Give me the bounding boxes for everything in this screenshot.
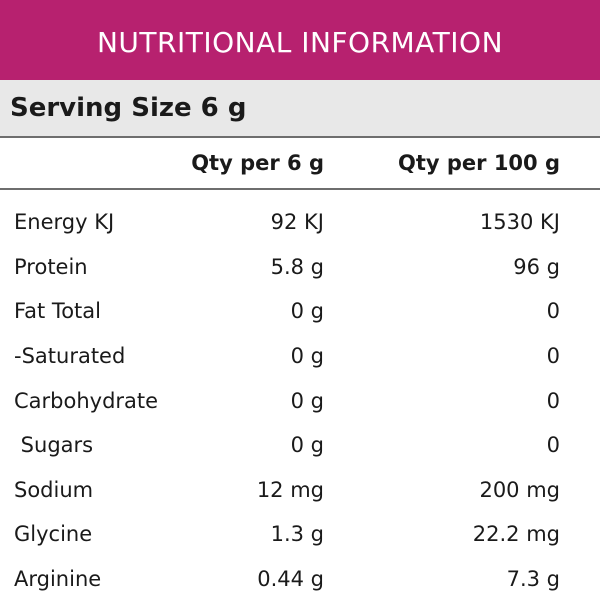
nutrient-name: -Saturated [14, 344, 126, 369]
table-row: -Saturated 0 g 0 [0, 334, 600, 379]
table-row: Arginine 0.44 g 7.3 g [0, 557, 600, 600]
per-serving-value: 5.8 g [270, 254, 324, 279]
per-100g-value: 0 [546, 344, 560, 369]
nutrient-name: Energy KJ [14, 210, 115, 235]
nutrient-name: Arginine [14, 567, 102, 592]
per-serving-value: 12 mg [256, 477, 324, 502]
column-header-per-100g: Qty per 100 g [397, 151, 560, 175]
nutrient-name: Protein [14, 254, 88, 279]
per-100g-value: 200 mg [479, 477, 560, 502]
per-serving-value: 92 KJ [270, 210, 324, 235]
per-100g-value: 0 [546, 388, 560, 413]
page-title: NUTRITIONAL INFORMATION [96, 25, 504, 59]
nutrient-table: Energy KJ 92 KJ 1530 KJ Protein 5.8 g 96… [0, 190, 600, 600]
per-100g-value: 7.3 g [506, 567, 560, 592]
per-100g-value: 1530 KJ [479, 210, 560, 235]
column-header-per-serving: Qty per 6 g [191, 151, 324, 175]
per-serving-value: 1.3 g [270, 522, 324, 547]
serving-size-bar: Serving Size 6 g [0, 80, 600, 138]
per-serving-value: 0.44 g [257, 567, 324, 592]
table-row: Fat Total 0 g 0 [0, 289, 600, 334]
per-serving-value: 0 g [290, 433, 324, 458]
table-row: Carbohydrate 0 g 0 [0, 378, 600, 423]
nutrient-name: Carbohydrate [14, 388, 159, 413]
nutrient-name: Glycine [14, 522, 93, 547]
table-row: Energy KJ 92 KJ 1530 KJ [0, 200, 600, 245]
table-row: Glycine 1.3 g 22.2 mg [0, 512, 600, 557]
per-serving-value: 0 g [290, 344, 324, 369]
per-100g-value: 96 g [513, 254, 560, 279]
table-row: Sugars 0 g 0 [0, 423, 600, 468]
serving-size-label: Serving Size 6 g [10, 93, 247, 123]
table-row: Protein 5.8 g 96 g [0, 245, 600, 290]
nutrient-name: Sugars [14, 433, 94, 458]
per-100g-value: 0 [546, 433, 560, 458]
per-100g-value: 0 [546, 299, 560, 324]
per-serving-value: 0 g [290, 299, 324, 324]
nutrient-name: Sodium [14, 477, 94, 502]
per-serving-value: 0 g [290, 388, 324, 413]
nutrient-name: Fat Total [14, 299, 101, 324]
column-headers: Qty per 6 g Qty per 100 g [0, 138, 600, 190]
title-bar: NUTRITIONAL INFORMATION [0, 0, 600, 80]
table-row: Sodium 12 mg 200 mg [0, 468, 600, 513]
per-100g-value: 22.2 mg [472, 522, 560, 547]
